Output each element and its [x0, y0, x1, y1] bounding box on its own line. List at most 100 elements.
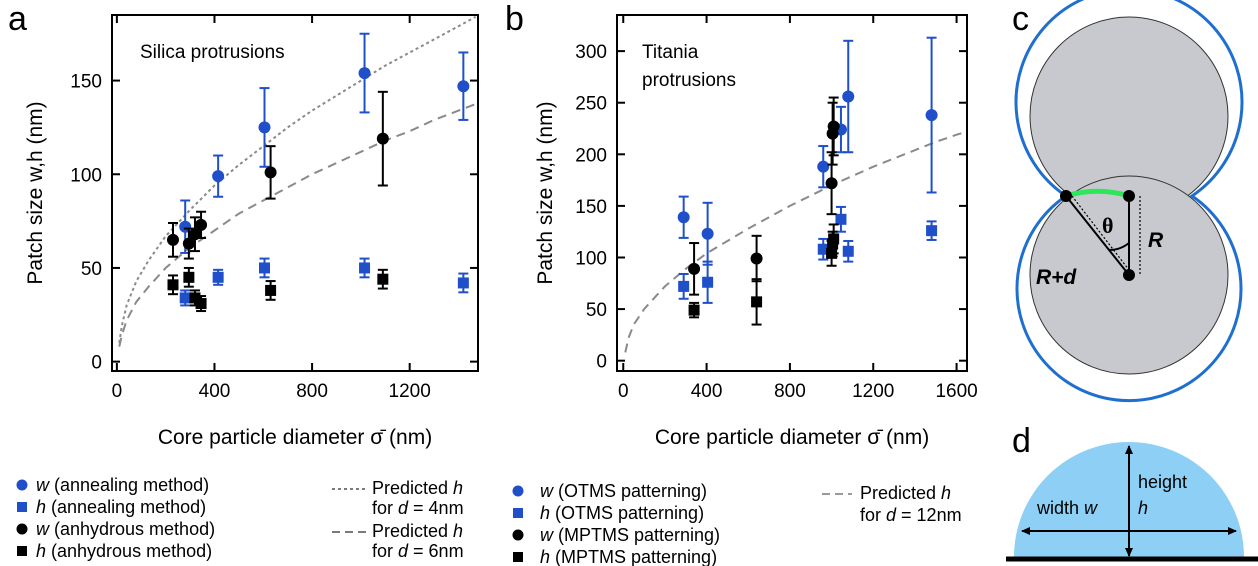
legend-a-pred1-line1: Predicted h: [372, 478, 463, 498]
chart-b-points: [677, 36, 938, 326]
chartA-xtick-label: 0: [112, 381, 123, 402]
chartA-point-1-2: [259, 262, 270, 274]
chartB-point-2-2: [825, 177, 838, 190]
panel-label-b: b: [505, 0, 524, 38]
legendB-entry-0: w (OTMS patterning): [540, 481, 707, 501]
chartB-point-2-0: [688, 262, 701, 275]
legend-a-pred2-line2: for d = 6nm: [372, 541, 464, 561]
legendA-entry-text: (annealing method): [54, 475, 209, 495]
diagram-d-width-label: width w: [1036, 498, 1098, 518]
legendB-entry-var: h: [540, 547, 555, 566]
legend-b-pred-line2: for d = 12nm: [860, 505, 962, 525]
legendB-entry-text: (OTMS patterning): [558, 481, 707, 501]
chartA-point-2-5: [376, 132, 389, 145]
chart-a-frame: [111, 14, 479, 372]
chartB-point-0-4: [842, 90, 855, 103]
chart-b-ylabel: Patch size w,h (nm): [534, 101, 557, 284]
legendA-entry-2: w (anhydrous method): [36, 519, 215, 539]
legendB-entry-var: w: [540, 481, 558, 501]
chartB-xtick-label: 400: [691, 381, 723, 402]
legendB-entry-1: h (OTMS patterning): [540, 503, 704, 523]
legendA-entry-0: w (annealing method): [36, 475, 209, 495]
legendA-entry-var: h: [36, 497, 51, 517]
legendB-swatch-1: [513, 508, 523, 518]
diagram-c-theta-label: θ: [1102, 213, 1113, 238]
legendA-swatch-0: [16, 479, 28, 491]
chartB-point-0-1: [701, 227, 714, 240]
chartB-ytick-label: 200: [575, 145, 607, 166]
chartA-xtick-label: 400: [199, 381, 231, 402]
chart-b-xlabel: Core particle diameter σ̄ (nm): [655, 426, 929, 449]
chartA-point-3-3: [195, 298, 207, 310]
diagram-c-point-center: [1123, 269, 1135, 281]
chartB-xtick-label: 1600: [935, 381, 977, 402]
chart-a-xlabel: Core particle diameter σ̄ (nm): [158, 426, 432, 449]
chartB-ytick-label: 0: [596, 352, 607, 373]
chartA-ytick-label: 150: [70, 72, 102, 93]
chartA-point-3-1: [183, 271, 195, 283]
chartB-point-1-1: [702, 276, 714, 288]
chartB-point-1-0: [678, 280, 690, 292]
chartA-point-1-4: [457, 277, 469, 289]
chart-b: 0 400 800 1200 1600 0 50 100 150 200 250 300 Titani…: [534, 14, 978, 449]
chartA-point-1-3: [359, 262, 371, 274]
legend-a-pred1-line2: for d = 4nm: [372, 498, 464, 518]
diagram-c-R-plus-d-line: [1065, 195, 1130, 276]
legend-a-predicted: Predicted h for d = 4nm Predicted h for …: [332, 478, 464, 561]
chartB-point-0-5: [925, 109, 938, 122]
legendA-entry-var: w: [36, 519, 54, 539]
chart-a-annotation: Silica protrusions: [140, 42, 285, 63]
legendB-swatch-2: [512, 529, 524, 541]
chartA-point-0-1: [212, 170, 225, 183]
diagram-c-theta-arc: [1108, 242, 1130, 252]
diagram-c-dotted-line: [1071, 195, 1130, 271]
chartB-point-3-0: [688, 304, 700, 316]
legendB-entry-var: w: [540, 525, 558, 545]
chart-a-axes: 0 400 800 1200 0 50 100 150: [70, 15, 478, 402]
chartA-point-3-0: [167, 279, 179, 291]
chartB-point-0-0: [677, 211, 690, 224]
chartA-xtick-label: 1200: [389, 381, 431, 402]
legend-b-pred-line1: Predicted h: [860, 483, 951, 503]
chartB-point-2-1: [750, 252, 763, 265]
diagram-d-height-label: height: [1138, 472, 1187, 492]
chartB-point-1-4: [842, 245, 854, 257]
legendB-entry-text: (MPTMS patterning): [555, 547, 717, 566]
chartB-point-3-1: [751, 296, 763, 308]
chartB-point-1-3: [835, 213, 847, 225]
legendA-entry-text: (anhydrous method): [54, 519, 215, 539]
chartB-point-1-5: [926, 225, 938, 237]
chartB-point-2-4: [827, 120, 840, 133]
legendA-swatch-1: [17, 502, 27, 512]
chartB-ytick-label: 50: [586, 300, 607, 321]
chartB-xtick-label: 800: [774, 381, 806, 402]
legendB-entry-text: (MPTMS patterning): [558, 525, 720, 545]
panel-label-c: c: [1012, 0, 1029, 38]
diagram-c-point-left: [1060, 190, 1072, 202]
chart-a-points: [167, 32, 470, 313]
panel-label-a: a: [8, 0, 27, 38]
chartA-ytick-label: 50: [81, 259, 102, 280]
chartA-series-line-5: [118, 102, 479, 347]
chartA-point-2-4: [264, 166, 277, 179]
legendA-entry-text: (annealing method): [51, 497, 206, 517]
chartA-point-0-4: [457, 80, 470, 93]
legendA-entry-1: h (annealing method): [36, 497, 206, 517]
diagram-c-R-plus-d-label: R+d: [1036, 266, 1077, 289]
chartB-point-1-2: [817, 243, 829, 255]
chart-a-ylabel: Patch size w,h (nm): [24, 101, 47, 284]
diagram-c-R-label: R: [1148, 229, 1164, 252]
chart-b-axes: 0 400 800 1200 1600 0 50 100 150 200 250 300: [575, 15, 978, 402]
legendB-entry-text: (OTMS patterning): [555, 503, 704, 523]
legendB-entry-var: h: [540, 503, 555, 523]
legendA-entry-3: h (anhydrous method): [36, 541, 212, 561]
chartA-point-3-5: [377, 273, 389, 285]
legendB-swatch-0: [512, 485, 524, 497]
legendA-entry-var: h: [36, 541, 51, 561]
legend-a-pred2-line1: Predicted h: [372, 521, 463, 541]
chart-b-curves: [624, 130, 968, 353]
chart-b-annotation-line2: protrusions: [642, 70, 736, 91]
legendA-swatch-3: [17, 546, 27, 556]
